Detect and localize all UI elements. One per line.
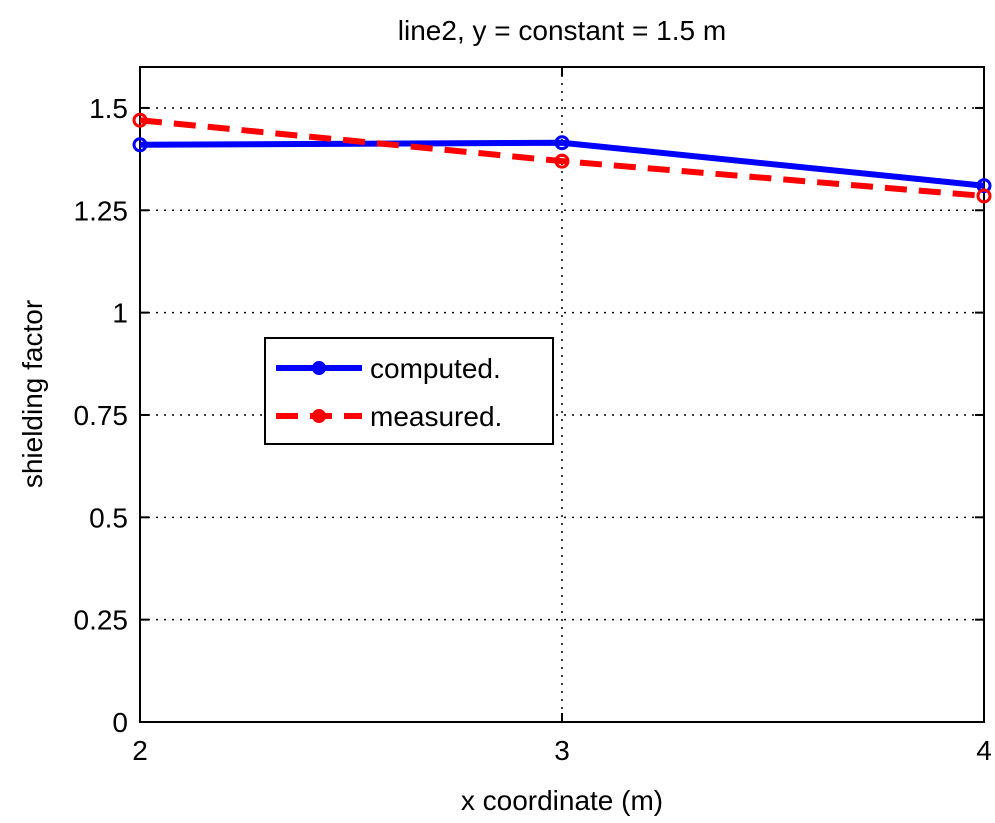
series-line <box>139 117 985 199</box>
data-point <box>132 137 148 153</box>
series-line <box>139 139 985 189</box>
data-point <box>976 188 992 204</box>
x-axis-label: x coordinate (m) <box>461 785 663 816</box>
legend-marker <box>312 409 326 423</box>
axis-ticks <box>139 67 985 723</box>
x-tick-label: 3 <box>554 735 570 766</box>
y-axis-label: shielding factor <box>17 300 48 488</box>
legend-entries: computed. measured. <box>276 353 502 432</box>
grid-lines <box>140 67 984 722</box>
y-tick-label: 0.25 <box>74 605 129 636</box>
data-point <box>976 178 992 194</box>
legend-label: measured. <box>370 401 502 432</box>
legend-box <box>264 337 554 445</box>
y-tick-label: 0.5 <box>89 502 128 533</box>
data-point <box>132 112 148 128</box>
y-tick-label: 1 <box>112 298 128 329</box>
series-layer <box>132 112 992 204</box>
legend-marker <box>312 361 326 375</box>
chart-title: line2, y = constant = 1.5 m <box>398 15 726 46</box>
legend: computed. measured. <box>264 337 554 445</box>
series-measured <box>132 112 992 204</box>
data-point <box>554 153 570 169</box>
y-tick-label: 1.25 <box>74 195 129 226</box>
y-tick-label: 0.75 <box>74 400 129 431</box>
y-tick-labels: 0 0.25 0.5 0.75 1 1.25 1.5 <box>74 93 129 738</box>
series-computed <box>132 135 992 194</box>
legend-label: computed. <box>370 353 501 384</box>
x-tick-label: 4 <box>976 735 992 766</box>
y-tick-label: 1.5 <box>89 93 128 124</box>
x-tick-labels: 2 3 4 <box>132 735 992 766</box>
y-tick-label: 0 <box>112 707 128 738</box>
x-tick-label: 2 <box>132 735 148 766</box>
data-point <box>554 135 570 151</box>
